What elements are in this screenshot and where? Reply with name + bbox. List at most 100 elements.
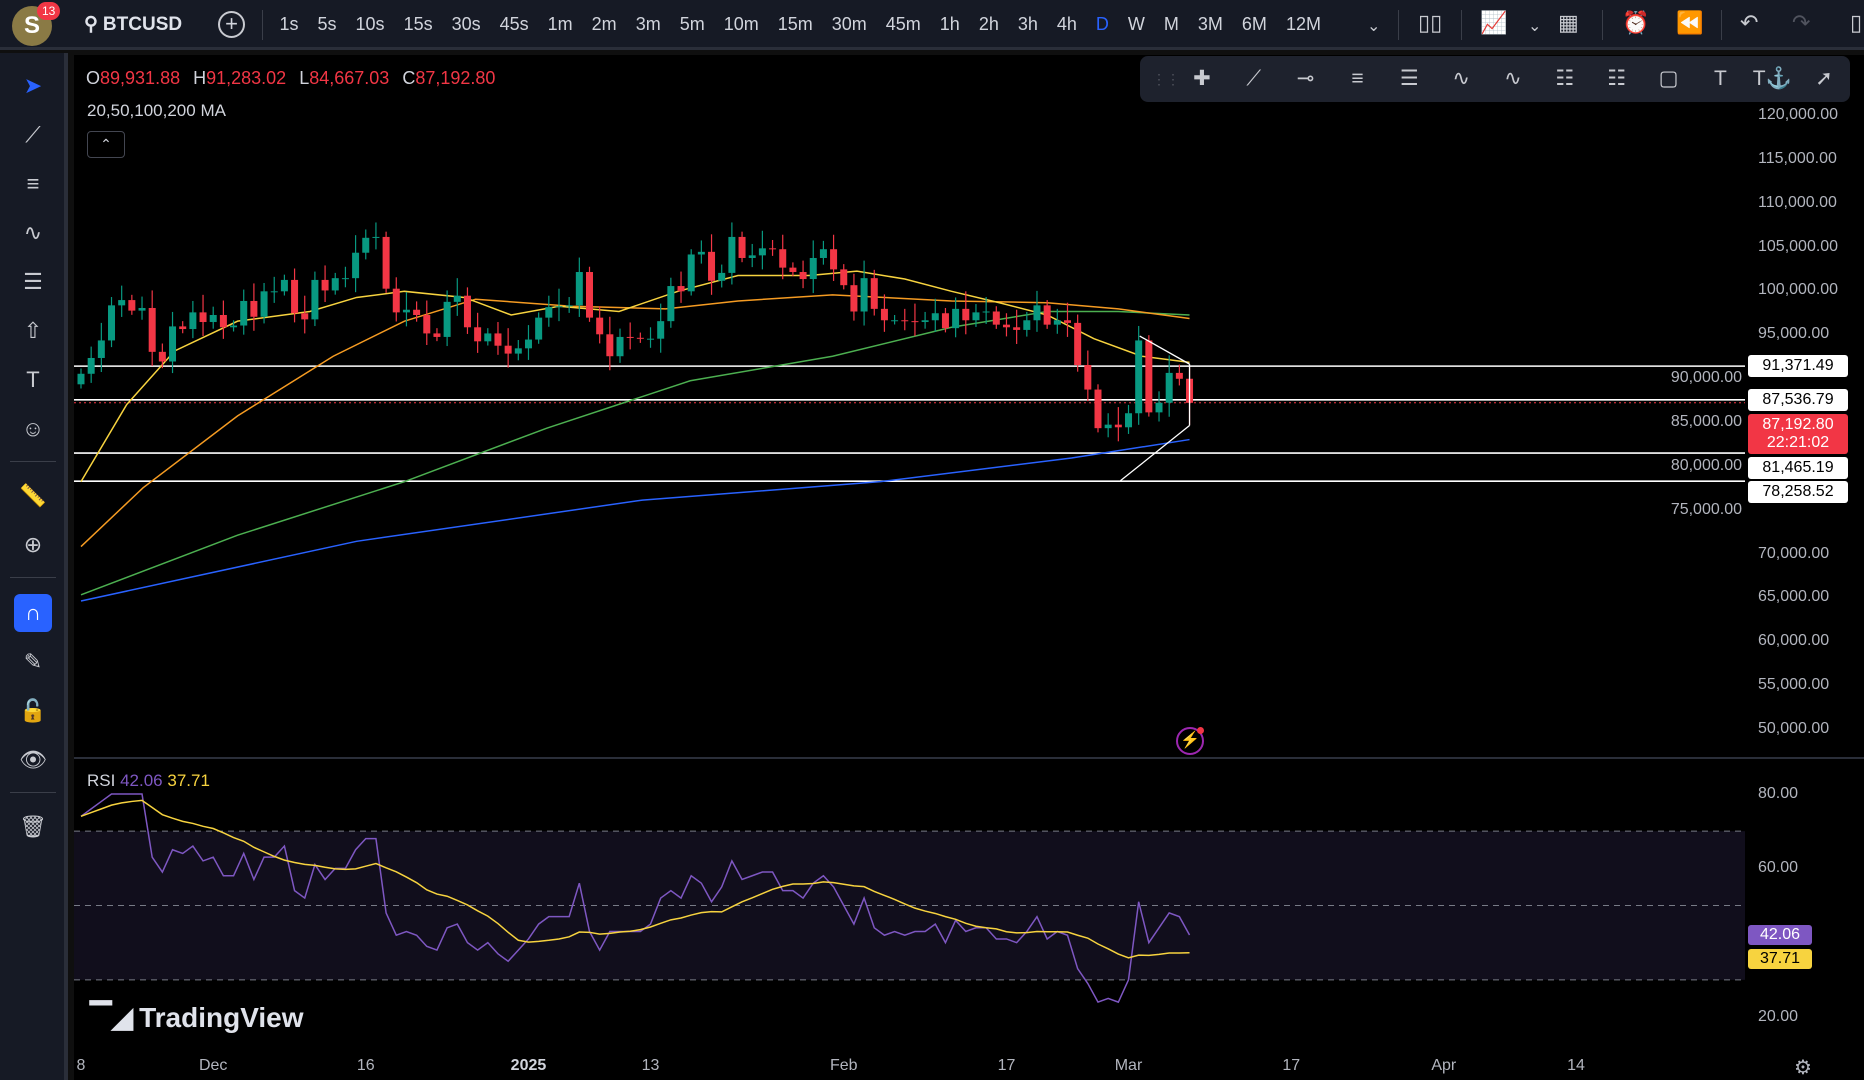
candle-body	[677, 286, 685, 292]
interval-3m[interactable]: 3m	[635, 14, 661, 34]
price-axis-label: 95,000.00	[1758, 325, 1830, 343]
text-icon[interactable]: T	[1713, 67, 1727, 90]
interval-3M[interactable]: 3M	[1197, 14, 1223, 34]
ruler-icon[interactable]: 📏	[19, 483, 47, 508]
horizontal-ray-icon[interactable]: ⊸	[1296, 67, 1315, 90]
interval-dropdown-chevron-icon[interactable]: ⌄	[1367, 18, 1381, 35]
rectangle-icon[interactable]: ▢	[1658, 67, 1679, 90]
undo-icon[interactable]: ↶	[1740, 10, 1759, 35]
interval-1s[interactable]: 1s	[279, 14, 299, 34]
price-axis-label: 50,000.00	[1758, 720, 1830, 738]
ma-indicator-label[interactable]: 20,50,100,200 MA	[87, 101, 226, 120]
cursor-icon[interactable]: ➤	[23, 73, 43, 98]
interval-2h[interactable]: 2h	[978, 14, 999, 34]
interval-45s[interactable]: 45s	[499, 14, 529, 34]
forecast-icon[interactable]: ☰	[23, 269, 43, 294]
rsi-legend[interactable]: RSI 42.06 37.71	[87, 771, 210, 791]
price-axis-label: 115,000.00	[1758, 149, 1837, 167]
anchored-text-icon[interactable]: T⚓	[1752, 67, 1792, 90]
ray-icon[interactable]: ➚	[1815, 67, 1833, 90]
trash-icon[interactable]: 🗑	[19, 814, 47, 839]
arrow-shape-icon[interactable]: ⇧	[23, 318, 43, 343]
candle-body	[575, 272, 583, 306]
text-icon[interactable]: T	[26, 367, 40, 392]
interval-M[interactable]: M	[1163, 14, 1179, 34]
top-toolbar: S 13 ⚲ BTCUSD + 1s 5s 10s 15s 30s 45s 1m 2m 3m 5m 1…	[0, 0, 1864, 50]
eye-icon[interactable]: 👁	[19, 747, 47, 772]
candle-body	[891, 320, 899, 322]
candle-body	[352, 252, 360, 279]
interval-W[interactable]: W	[1127, 14, 1145, 34]
interval-30m[interactable]: 30m	[831, 14, 867, 34]
interval-1h[interactable]: 1h	[939, 14, 960, 34]
fullscreen-icon[interactable]: ▯	[1850, 10, 1863, 35]
candle-body	[606, 334, 614, 357]
short-position-icon[interactable]: ☷	[1607, 67, 1627, 90]
candle-body	[880, 308, 888, 321]
interval-D[interactable]: D	[1095, 14, 1109, 34]
time-axis-label: Apr	[1431, 1057, 1457, 1074]
interval-12M[interactable]: 12M	[1285, 14, 1321, 34]
interval-1m[interactable]: 1m	[547, 14, 573, 34]
candle-body	[596, 317, 604, 335]
indicators-icon[interactable]: 📈	[1480, 10, 1508, 35]
trend-line-icon[interactable]: ⟋	[1246, 67, 1262, 90]
interval-5s[interactable]: 5s	[317, 14, 337, 34]
pane-separator[interactable]	[74, 757, 1864, 759]
parallel-channel-icon[interactable]: ≡	[1351, 67, 1364, 90]
interval-5m[interactable]: 5m	[679, 14, 705, 34]
emoji-icon[interactable]: ☺	[21, 416, 45, 441]
interval-3h[interactable]: 3h	[1017, 14, 1038, 34]
interval-10s[interactable]: 10s	[355, 14, 385, 34]
compare-symbol-button[interactable]: +	[218, 11, 245, 38]
interval-15m[interactable]: 15m	[777, 14, 813, 34]
fib-retracement-icon[interactable]: ≡	[26, 171, 40, 196]
pattern-icon[interactable]: ∿	[23, 220, 43, 245]
interval-30s[interactable]: 30s	[451, 14, 481, 34]
candle-body	[708, 251, 716, 281]
lock-icon[interactable]: 🔓	[19, 698, 47, 723]
indicators-chevron-icon[interactable]: ⌄	[1528, 18, 1542, 35]
interval-10m[interactable]: 10m	[723, 14, 759, 34]
candle-body	[901, 320, 909, 322]
lightning-alert-icon[interactable]: ⚡	[1176, 727, 1204, 755]
symbol-search[interactable]: ⚲ BTCUSD	[84, 13, 182, 36]
candle-body	[1023, 320, 1031, 330]
interval-15s[interactable]: 15s	[403, 14, 433, 34]
candle-body	[1104, 424, 1112, 429]
settings-gear-icon[interactable]: ⚙	[1794, 1057, 1812, 1079]
low-label: L	[299, 68, 310, 88]
time-axis-label: Feb	[829, 1057, 858, 1074]
zoom-in-icon[interactable]: ⊕	[23, 532, 43, 557]
brand-name: TradingView	[139, 1001, 304, 1033]
candle-body	[545, 307, 553, 318]
interval-2m[interactable]: 2m	[591, 14, 617, 34]
collapse-legend-button[interactable]: ⌃	[87, 131, 125, 158]
candle-body	[718, 272, 726, 281]
pitchfork-icon[interactable]: ☰	[1399, 67, 1419, 90]
candle-body	[433, 333, 441, 337]
magnet-icon[interactable]: ∩	[14, 594, 52, 632]
tradingview-logo[interactable]: ▔◢ TradingView	[90, 1001, 304, 1034]
redo-icon[interactable]: ↷	[1792, 10, 1811, 35]
search-icon: ⚲	[84, 14, 98, 35]
abcd-pattern-icon[interactable]: ∿	[1504, 67, 1522, 90]
long-position-icon[interactable]: ☷	[1555, 67, 1575, 90]
drag-handle-icon[interactable]: ⋮⋮	[1152, 71, 1180, 87]
interval-6M[interactable]: 6M	[1241, 14, 1267, 34]
candles-chart-type-icon[interactable]: ▯▯	[1418, 10, 1443, 35]
crosshair-icon[interactable]: ✚	[1193, 67, 1211, 90]
candle-body	[789, 267, 797, 273]
alert-clock-icon[interactable]: ⏰	[1622, 10, 1650, 35]
lock-drawing-icon[interactable]: ✎	[23, 649, 43, 674]
replay-icon[interactable]: ⏪	[1676, 10, 1704, 35]
candle-body	[311, 279, 319, 320]
trend-line-icon[interactable]: ⟋	[25, 122, 41, 147]
triangle-pattern-line	[1139, 335, 1190, 365]
interval-45m[interactable]: 45m	[885, 14, 921, 34]
layout-grid-icon[interactable]: ▦	[1558, 10, 1579, 35]
xabcd-pattern-icon[interactable]: ∿	[1452, 67, 1470, 90]
interval-4h[interactable]: 4h	[1056, 14, 1077, 34]
divider	[1721, 10, 1722, 40]
candle-body	[860, 278, 868, 312]
